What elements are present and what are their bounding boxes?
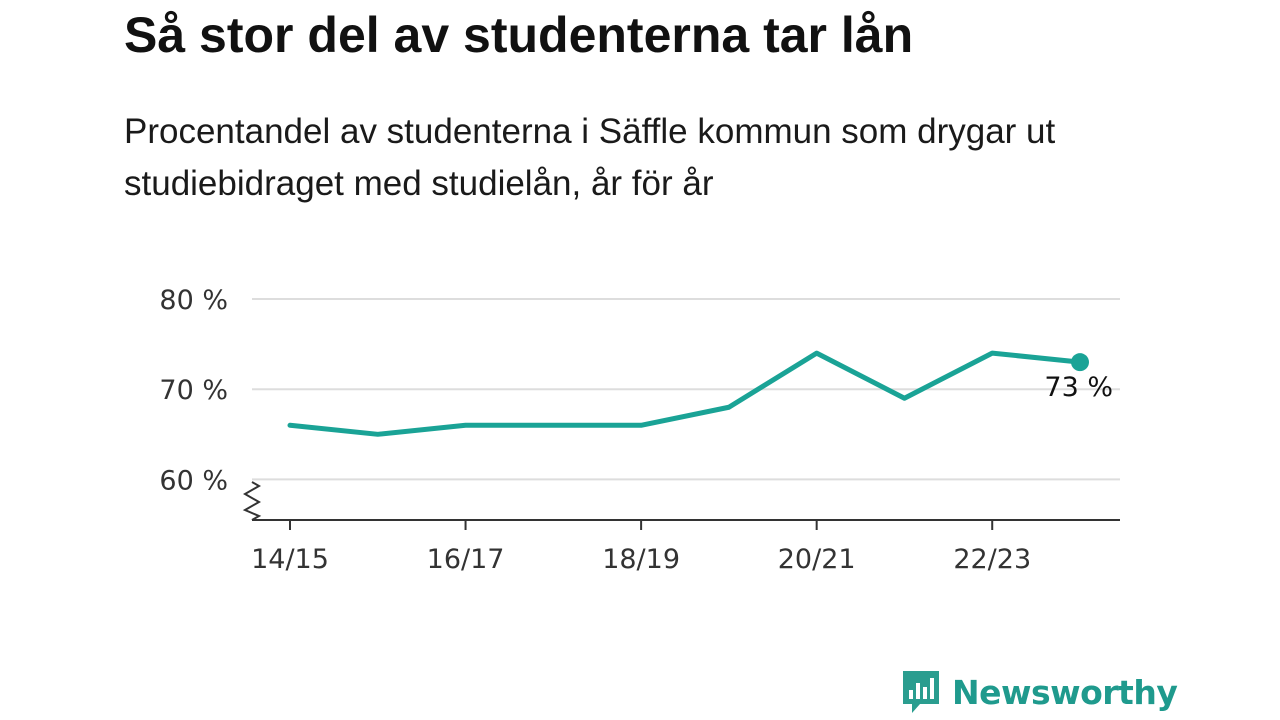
last-data-point (1071, 353, 1089, 372)
brand-name: Newsworthy (952, 672, 1178, 712)
y-axis-tick-labels: 60 % 70 % 80 % (159, 285, 228, 496)
series-layer: 73 % (287, 350, 1113, 437)
x-tick-label: 14/15 (251, 544, 329, 575)
x-tick-label: 22/23 (953, 544, 1031, 575)
x-tick-label: 20/21 (778, 544, 856, 575)
chart-title: Så stor del av studenterna tar lån (124, 7, 914, 63)
x-tick-label: 16/17 (427, 544, 505, 575)
axis-break-icon (242, 481, 262, 521)
end-value-label: 73 % (1044, 372, 1113, 403)
x-tick-label: 18/19 (602, 544, 680, 575)
chart-subtitle: Procentandel av studenterna i Säffle kom… (124, 112, 1056, 203)
bar-chart-speech-bubble-icon (903, 671, 939, 713)
x-axis (242, 481, 1120, 530)
series-line (287, 350, 1083, 437)
brand-logo: Newsworthy (900, 668, 1178, 716)
y-tick-label: 70 % (159, 375, 228, 406)
y-tick-label: 80 % (159, 285, 228, 316)
y-tick-label: 60 % (159, 465, 228, 496)
gridlines (252, 298, 1120, 481)
x-axis-tick-labels: 14/15 16/17 18/19 20/21 22/23 (251, 544, 1031, 575)
